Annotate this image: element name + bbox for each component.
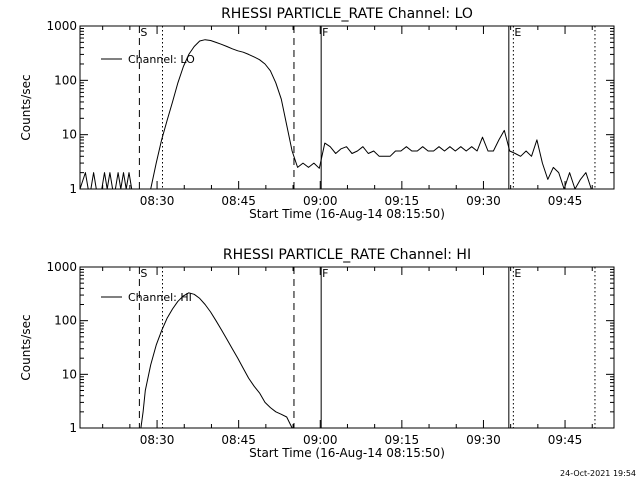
legend-label: Channel: LO	[128, 53, 195, 66]
x-tick-label: 08:45	[221, 433, 256, 447]
legend-label: Channel: HI	[128, 291, 192, 304]
y-tick-label: 1	[69, 421, 77, 435]
y-tick-label: 1000	[46, 260, 77, 274]
time-marker-label: F	[322, 267, 328, 280]
series-line-lo	[79, 39, 597, 190]
x-tick-label: 09:45	[548, 433, 583, 447]
time-marker-label: E	[514, 26, 521, 39]
series-line-hi	[140, 292, 293, 429]
x-tick-label: 09:15	[385, 433, 420, 447]
plot-frame	[79, 25, 615, 190]
y-tick-label: 10	[62, 367, 77, 381]
y-tick-label: 1	[69, 182, 77, 196]
x-tick-label: 09:15	[385, 194, 420, 208]
chart-title: RHESSI PARTICLE_RATE Channel: LO	[221, 6, 473, 22]
y-axis-label: Counts/sec	[19, 314, 33, 380]
x-tick-label: 09:00	[303, 433, 338, 447]
x-axis-label: Start Time (16-Aug-14 08:15:50)	[249, 207, 445, 221]
x-tick-label: 08:30	[140, 194, 175, 208]
x-tick-label: 09:45	[548, 194, 583, 208]
x-tick-label: 08:30	[140, 433, 175, 447]
footer-date: 24-Oct-2021 19:54	[560, 469, 636, 478]
x-axis-label: Start Time (16-Aug-14 08:15:50)	[249, 446, 445, 460]
x-tick-label: 09:30	[466, 433, 501, 447]
y-tick-label: 1000	[46, 19, 77, 33]
chart-panel-lo: RHESSI PARTICLE_RATE Channel: LO Counts/s…	[19, 6, 615, 221]
chart-panel-hi: RHESSI PARTICLE_RATE Channel: HI Counts/s…	[19, 247, 615, 460]
time-marker-label: S	[140, 26, 147, 39]
y-tick-label: 10	[62, 128, 77, 142]
chart-title: RHESSI PARTICLE_RATE Channel: HI	[223, 247, 471, 263]
x-tick-label: 09:00	[303, 194, 338, 208]
x-tick-label: 08:45	[221, 194, 256, 208]
y-tick-label: 100	[54, 314, 77, 328]
time-marker-label: E	[514, 267, 521, 280]
x-tick-label: 09:30	[466, 194, 501, 208]
time-marker-label: S	[140, 267, 147, 280]
y-axis-label: Counts/sec	[19, 74, 33, 140]
y-tick-label: 100	[54, 73, 77, 87]
time-marker-label: F	[322, 26, 328, 39]
